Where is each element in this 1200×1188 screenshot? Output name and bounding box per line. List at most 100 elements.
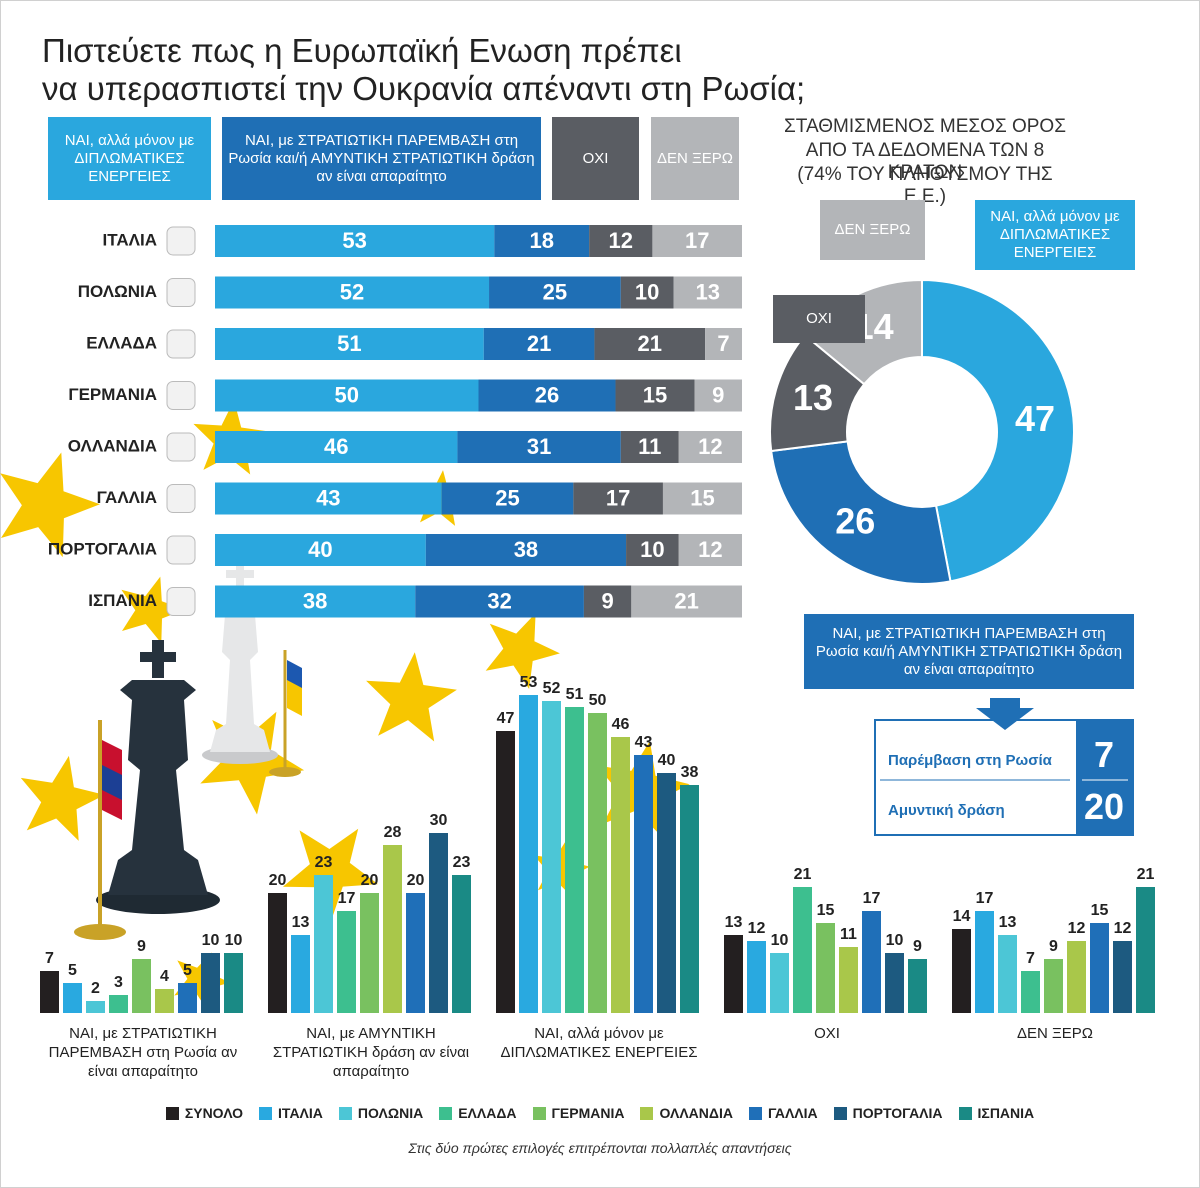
value-label: 21 xyxy=(794,866,812,883)
country-label: ΓΕΡΜΑΝΙΑ xyxy=(68,385,157,404)
value-label: 43 xyxy=(316,485,340,510)
bar-segment xyxy=(415,585,584,618)
value-label: 47 xyxy=(497,710,515,727)
bar-segment xyxy=(489,276,621,309)
bar-segment xyxy=(215,482,442,515)
bar-segment xyxy=(478,379,616,412)
value-label: 12 xyxy=(1068,920,1086,937)
value-label: 47 xyxy=(1015,398,1055,439)
title: Πιστεύετε πως η Ευρωπαϊκή Ενωση πρέπει xyxy=(42,32,682,69)
value-label: 14 xyxy=(953,908,971,925)
legend-swatch xyxy=(748,1106,762,1120)
value-label: 26 xyxy=(835,500,875,541)
value-label: 25 xyxy=(495,485,519,510)
flag-icon xyxy=(166,226,196,256)
value-label: 46 xyxy=(324,434,348,459)
value-label: 25 xyxy=(543,279,567,304)
bar xyxy=(542,701,561,1013)
breakdown-values-bg xyxy=(1076,720,1133,835)
value-label: 53 xyxy=(520,674,538,691)
star xyxy=(0,452,101,558)
bar xyxy=(291,935,310,1013)
bar xyxy=(452,875,471,1013)
bar xyxy=(747,941,766,1013)
flag xyxy=(102,765,122,800)
slice-label: ΟΧΙ xyxy=(773,295,865,343)
value-label: 50 xyxy=(589,692,607,709)
value-label: 52 xyxy=(543,680,561,697)
legend-item: ΓΕΡΜΑΝΙΑ xyxy=(532,1105,625,1121)
legend-label: ΟΛΛΑΝΔΙΑ xyxy=(659,1105,733,1121)
bar xyxy=(611,737,630,1013)
bar-segment xyxy=(215,534,426,566)
value-label: 17 xyxy=(976,890,994,907)
value-label: 10 xyxy=(771,932,789,949)
value-label: 23 xyxy=(315,854,333,871)
value-label: 23 xyxy=(453,854,471,871)
bar xyxy=(268,893,287,1013)
legend-item: ΙΣΠΑΝΙΑ xyxy=(958,1105,1034,1121)
bar-segment xyxy=(215,379,479,412)
arrow xyxy=(976,698,1034,730)
star xyxy=(282,828,378,920)
bar xyxy=(86,1001,105,1013)
value-label: 12 xyxy=(698,537,722,562)
chess-king xyxy=(108,680,208,895)
bar xyxy=(496,731,515,1013)
value-label: 38 xyxy=(303,588,327,613)
slice-label: ΝΑΙ, με ΣΤΡΑΤΙΩΤΙΚΗ ΠΑΡΕΜΒΑΣΗ στη Ρωσία … xyxy=(804,614,1134,689)
bar xyxy=(862,911,881,1013)
value-label: 12 xyxy=(698,434,722,459)
value-label: 28 xyxy=(384,824,402,841)
value-label: 10 xyxy=(640,537,664,562)
bar-segment xyxy=(494,225,590,257)
legend-item: ΣΥΝΟΛΟ xyxy=(165,1105,244,1121)
star xyxy=(121,576,185,644)
value-label: 17 xyxy=(863,890,881,907)
legend-label: ΓΕΡΜΑΝΙΑ xyxy=(551,1105,625,1121)
bar xyxy=(1113,941,1132,1013)
value-label: 13 xyxy=(725,914,743,931)
bar-segment xyxy=(457,431,621,463)
value-label: 50 xyxy=(335,382,359,407)
flag-icon xyxy=(166,484,196,513)
bar-segment xyxy=(425,534,627,566)
bar-segment xyxy=(652,225,742,257)
value-label: 13 xyxy=(793,377,833,418)
value-label: 51 xyxy=(566,686,584,703)
value-label: 9 xyxy=(913,938,922,955)
legend-label: ΓΑΛΛΙΑ xyxy=(767,1105,818,1121)
bar xyxy=(406,893,425,1013)
bar-segment xyxy=(678,431,742,463)
bar xyxy=(155,989,174,1013)
bar-segment xyxy=(215,328,484,360)
bar xyxy=(201,953,220,1013)
bar-segment xyxy=(626,534,679,566)
legend-label: ΙΤΑΛΙΑ xyxy=(278,1105,323,1121)
bar xyxy=(1021,971,1040,1013)
value-label: 20 xyxy=(407,872,425,889)
legend-label: ΣΥΝΟΛΟ xyxy=(184,1105,244,1121)
bar-segment xyxy=(215,276,490,309)
value-label: 11 xyxy=(638,434,661,459)
bar-segment xyxy=(673,276,742,309)
value-label: 2 xyxy=(91,980,100,997)
bar xyxy=(360,893,379,1013)
bar-segment xyxy=(589,225,653,257)
legend-box: ΔΕΝ ΞΕΡΩ xyxy=(651,117,739,200)
bar xyxy=(793,887,812,1013)
group-label: ΟΧΙ xyxy=(814,1025,840,1042)
value-label: 52 xyxy=(340,279,364,304)
bar xyxy=(770,953,789,1013)
star xyxy=(485,613,560,689)
bar-segment xyxy=(215,585,416,618)
bar xyxy=(657,773,676,1013)
bar xyxy=(839,947,858,1013)
breakdown-label: Παρέμβαση στη Ρωσία xyxy=(888,752,1052,769)
donut-slice xyxy=(770,440,952,585)
country-label: ΠΟΡΤΟΓΑΛΙΑ xyxy=(48,539,157,558)
bar-segment xyxy=(215,431,458,463)
value-label: 12 xyxy=(609,228,633,253)
legend-item: ΠΟΡΤΟΓΑΛΙΑ xyxy=(833,1105,943,1121)
